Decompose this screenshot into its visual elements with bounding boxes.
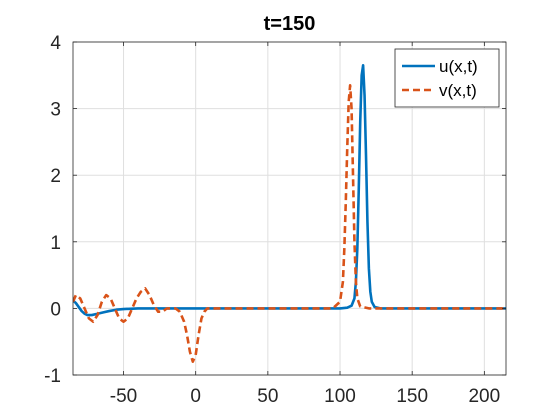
y-tick-label: 3 <box>50 100 61 121</box>
tick-labels: -50 0 50 100 150 200 -1 0 1 2 3 4 <box>44 33 500 407</box>
x-tick-label: 50 <box>257 386 278 407</box>
legend-label-u: u(x,t) <box>439 57 478 76</box>
x-tick-label: 0 <box>190 386 201 407</box>
y-tick-label: 2 <box>50 166 61 187</box>
x-tick-label: 100 <box>324 386 356 407</box>
legend-label-v: v(x,t) <box>439 81 477 100</box>
legend-box <box>394 48 500 108</box>
plot-frame <box>72 41 507 376</box>
x-tick-label: -50 <box>110 386 137 407</box>
y-tick-label: 4 <box>50 33 61 54</box>
ticks <box>73 41 506 376</box>
y-tick-label: 1 <box>50 233 61 254</box>
x-tick-label: 200 <box>468 386 500 407</box>
chart-title: t=150 <box>264 13 316 35</box>
y-tick-label: 0 <box>50 299 61 320</box>
y-tick-label: -1 <box>44 366 61 387</box>
legend: u(x,t) v(x,t) <box>394 48 500 108</box>
series-layer <box>73 64 506 363</box>
series-line-v <box>73 83 506 363</box>
x-tick-label: 150 <box>396 386 428 407</box>
